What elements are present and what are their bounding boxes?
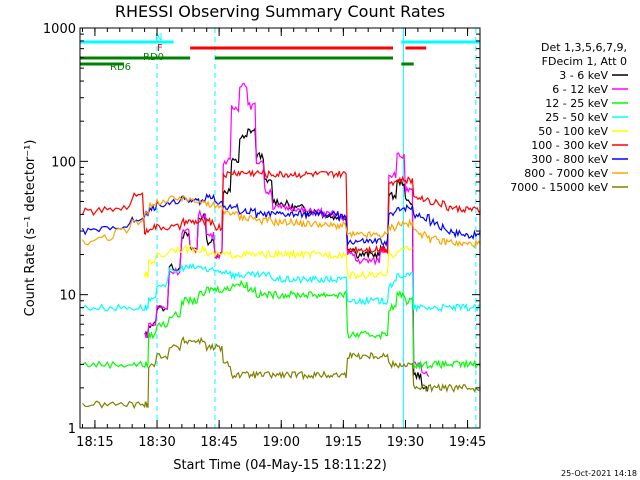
legend-label-5: 100 - 300 keV	[531, 139, 608, 152]
x-tick-label-5: 19:30	[387, 435, 424, 450]
legend-header-1: FDecim 1, Att 0	[542, 55, 627, 68]
x-axis-label: Start Time (04-May-15 18:11:22)	[173, 458, 387, 473]
plot-frame	[79, 27, 481, 429]
x-tick-label-0: 18:15	[76, 435, 113, 450]
state-label-n: N	[155, 32, 162, 43]
y-axis: 1 10 100 1000	[43, 22, 480, 437]
y-tick-label-3: 1000	[43, 22, 76, 37]
series-line-100-300-kev	[81, 168, 481, 255]
y-tick-label-0: 1	[68, 422, 76, 437]
series-line-800-7000-kev	[81, 194, 481, 249]
x-tick-label-3: 19:00	[263, 435, 300, 450]
y-axis-label: Count Rate (s⁻¹ detector⁻¹)	[23, 140, 38, 317]
y-tick-label-2: 100	[51, 155, 76, 170]
legend-label-8: 7000 - 15000 keV	[510, 181, 608, 194]
footer-timestamp: 25-Oct-2021 14:18	[561, 469, 637, 478]
legend-label-2: 12 - 25 keV	[545, 97, 608, 110]
legend-label-1: 6 - 12 keV	[552, 83, 608, 96]
state-label-f: F	[157, 43, 163, 54]
x-axis: 18:15 18:30 18:45 19:00 19:15 19:30 19:45	[76, 28, 486, 450]
legend-label-3: 25 - 50 keV	[545, 111, 608, 124]
legend: Det 1,3,5,6,7,9,FDecim 1, Att 03 - 6 keV…	[510, 41, 628, 194]
series-line-25-50-kev	[82, 262, 481, 313]
series-line-300-800-kev	[81, 192, 481, 248]
legend-label-7: 800 - 7000 keV	[524, 167, 608, 180]
y-tick-label-1: 10	[59, 289, 76, 304]
legend-header-0: Det 1,3,5,6,7,9,	[541, 41, 627, 54]
state-label-rd6: RD6	[110, 62, 131, 73]
x-tick-label-2: 18:45	[200, 435, 237, 450]
series-line-6-12-kev	[144, 82, 430, 378]
x-tick-label-6: 19:45	[449, 435, 486, 450]
series-line-12-25-kev	[82, 279, 481, 370]
chart-title: RHESSI Observing Summary Count Rates	[115, 2, 445, 21]
series-line-7000-15000-kev	[82, 336, 481, 410]
legend-label-0: 3 - 6 keV	[559, 69, 608, 82]
x-tick-label-1: 18:30	[138, 435, 175, 450]
series-line-50-100-kev	[144, 244, 413, 281]
state-label-rd0: RD0	[143, 52, 164, 63]
x-tick-label-4: 19:15	[325, 435, 362, 450]
legend-label-6: 300 - 800 keV	[531, 153, 608, 166]
legend-label-4: 50 - 100 keV	[538, 125, 608, 138]
